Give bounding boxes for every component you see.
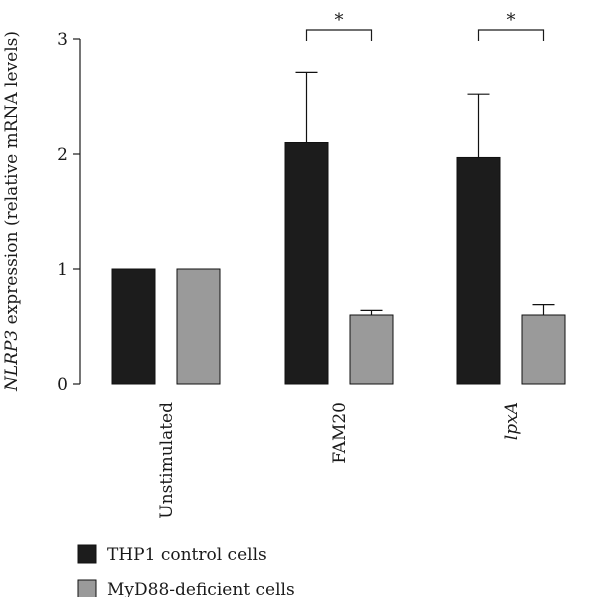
significance-label: *: [507, 10, 516, 31]
error-bars: [295, 71, 555, 315]
bars: [111, 142, 566, 385]
y-tick-label: 0: [57, 375, 68, 395]
bar: [349, 314, 394, 385]
legend-label: MyD88-deficient cells: [107, 580, 295, 597]
y-axis-label-gene: NLRP3: [2, 330, 22, 392]
y-tick-label: 1: [57, 260, 68, 280]
significance-label: *: [335, 10, 344, 31]
y-axis: 0 1 2 3: [57, 30, 81, 395]
y-tick-label: 3: [57, 30, 68, 50]
y-axis-label-text: expression (relative mRNA levels): [2, 31, 22, 330]
significance-bracket: [477, 29, 545, 41]
y-axis-label: NLRP3 expression (relative mRNA levels): [2, 31, 22, 392]
bar: [111, 268, 156, 385]
bar: [456, 156, 501, 385]
bar: [284, 142, 329, 385]
legend: THP1 control cells MyD88-deficient cells: [77, 544, 295, 597]
x-tick-label: FAM20: [330, 402, 350, 464]
x-tick-label: Unstimulated: [157, 402, 177, 519]
bar: [521, 314, 566, 385]
bar: [176, 268, 221, 385]
x-tick-label: lpxA: [502, 402, 522, 440]
significance-bracket: [305, 29, 373, 41]
significance-brackets: * *: [305, 10, 545, 41]
legend-swatch: [77, 544, 97, 564]
legend-swatch: [77, 579, 97, 597]
y-tick-label: 2: [57, 145, 68, 165]
x-axis-labels: Unstimulated FAM20 lpxA: [157, 402, 522, 519]
legend-label: THP1 control cells: [107, 545, 267, 565]
